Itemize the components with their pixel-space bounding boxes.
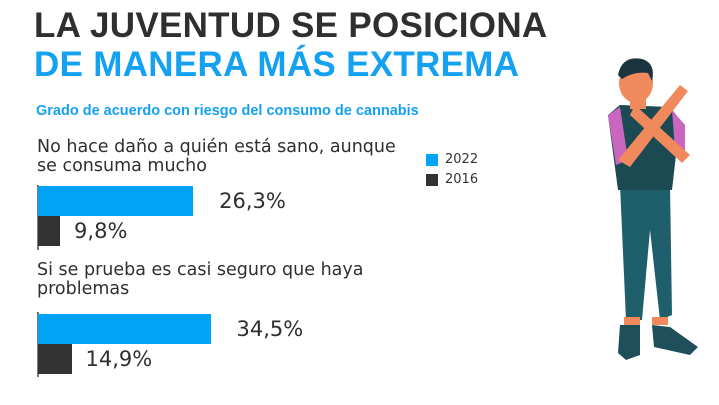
legend-label-2022: 2022 (445, 152, 479, 167)
bar-2022-2 (38, 314, 211, 344)
title-line-2: DE MANERA MÁS EXTREMA (34, 45, 520, 84)
bar-2016-1 (38, 216, 61, 246)
subtitle: Grado de acuerdo con riesgo del consumo … (36, 103, 419, 119)
legend-label-2016: 2016 (445, 172, 479, 187)
legend-entry-2016: 2016 (426, 172, 478, 187)
category-label-1: No hace daño a quién está sano, aunque s… (37, 137, 396, 176)
value-label-2022-2: 34,5% (236, 317, 304, 341)
title-line-1: LA JUVENTUD SE POSICIONA (34, 6, 548, 45)
legend: 2022 2016 (426, 152, 478, 192)
legend-entry-2022: 2022 (426, 152, 478, 167)
value-label-2016-1: 9,8% (74, 219, 128, 243)
legend-swatch-2022 (426, 153, 438, 166)
bar-2016-2 (38, 344, 72, 374)
man-crossing-arms-illustration (608, 58, 698, 360)
value-label-2016-2: 14,9% (85, 347, 153, 371)
bar-2022-1 (38, 186, 194, 216)
category-label-2: Si se prueba es casi seguro que haya pro… (37, 260, 364, 299)
legend-swatch-2016 (426, 173, 438, 186)
value-label-2022-1: 26,3% (219, 189, 286, 213)
